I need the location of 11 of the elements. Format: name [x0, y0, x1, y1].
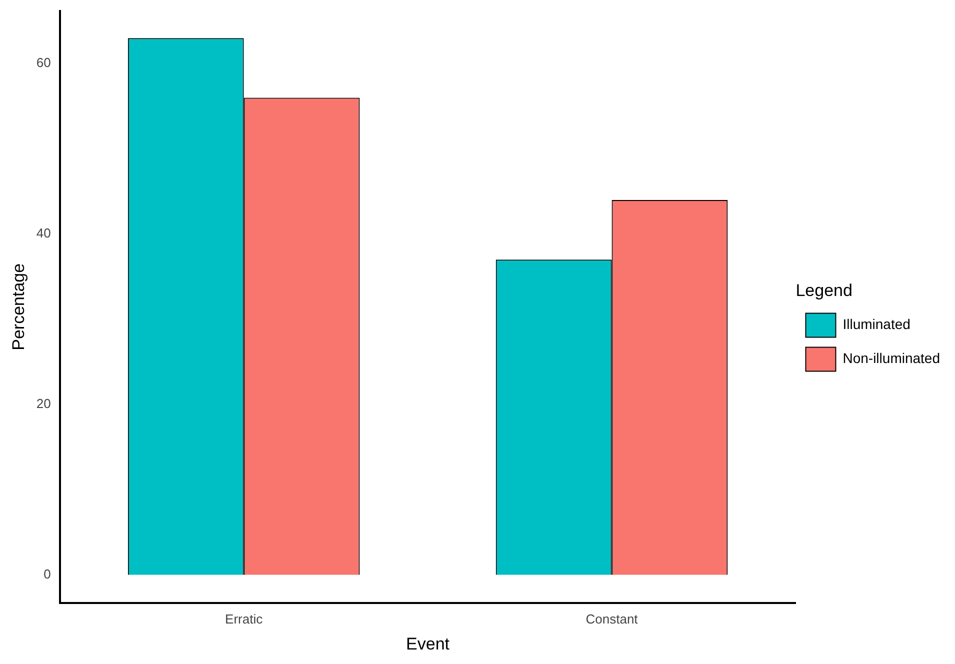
x-tick-label: Constant [586, 611, 638, 626]
x-tick-label: Erratic [225, 611, 264, 626]
y-tick-label: 40 [36, 226, 51, 241]
y-axis-title: Percentage [8, 263, 28, 350]
legend-label: Non-illuminated [842, 350, 940, 366]
legend-label: Illuminated [842, 316, 910, 332]
y-tick-label: 0 [44, 566, 51, 582]
y-tick-label: 20 [36, 396, 51, 412]
x-axis-title: Event [406, 634, 450, 654]
legend-title: Legend [796, 280, 852, 300]
y-tick-label: 60 [36, 55, 51, 70]
